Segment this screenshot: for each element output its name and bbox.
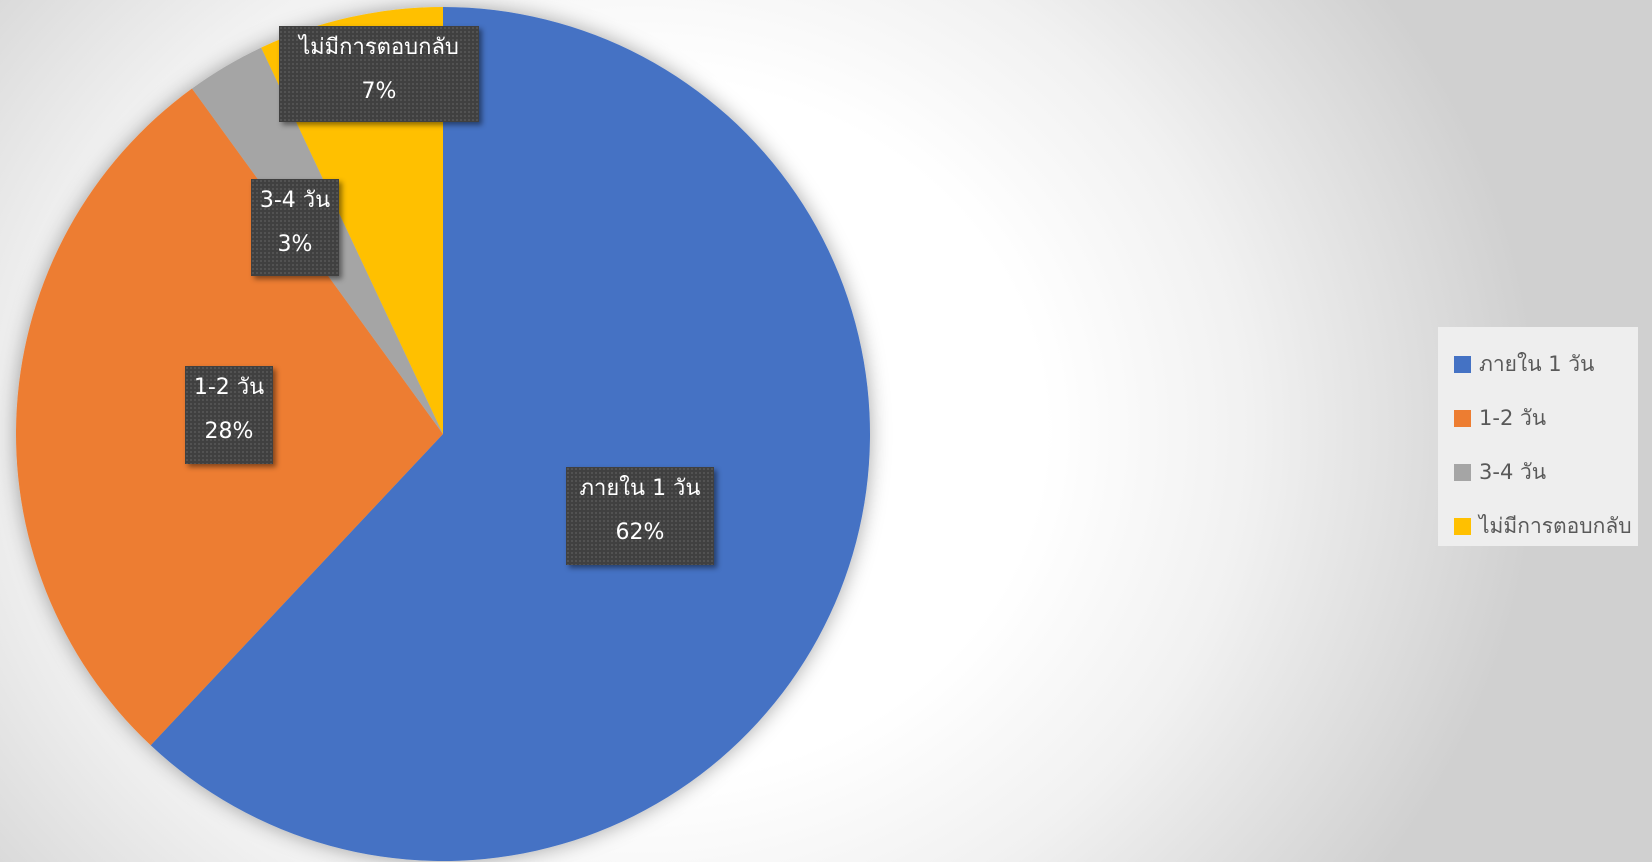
legend-label: ภายใน 1 วัน <box>1479 351 1595 376</box>
legend-item: 3-4 วัน <box>1454 445 1638 499</box>
data-label-slice-2: 3-4 วัน 3% <box>251 179 339 276</box>
data-label-category: 3-4 วัน <box>259 188 331 213</box>
legend-label: 3-4 วัน <box>1479 459 1547 484</box>
legend-swatch <box>1454 517 1471 535</box>
legend-item: ภายใน 1 วัน <box>1454 337 1638 391</box>
legend-label: 1-2 วัน <box>1479 405 1547 430</box>
legend: ภายใน 1 วัน 1-2 วัน 3-4 วัน ไม่มีการตอบก… <box>1438 327 1638 546</box>
legend-swatch <box>1454 463 1471 481</box>
data-label-slice-3: ไม่มีการตอบกลับ 7% <box>279 26 479 122</box>
data-label-percent: 62% <box>615 520 665 545</box>
pie-slice-0 <box>150 7 871 861</box>
legend-swatch <box>1454 409 1471 427</box>
legend-item: 1-2 วัน <box>1454 391 1638 445</box>
data-label-category: 1-2 วัน <box>193 375 265 400</box>
data-label-slice-0: ภายใน 1 วัน 62% <box>566 467 714 565</box>
legend-item: ไม่มีการตอบกลับ <box>1454 499 1638 553</box>
legend-swatch <box>1454 355 1471 373</box>
legend-label: ไม่มีการตอบกลับ <box>1479 513 1632 538</box>
data-label-percent: 3% <box>277 232 313 257</box>
data-label-category: ภายใน 1 วัน <box>579 476 701 501</box>
data-label-slice-1: 1-2 วัน 28% <box>185 366 273 464</box>
data-label-percent: 28% <box>204 419 254 444</box>
data-label-category: ไม่มีการตอบกลับ <box>299 35 459 60</box>
data-label-percent: 7% <box>361 79 397 104</box>
